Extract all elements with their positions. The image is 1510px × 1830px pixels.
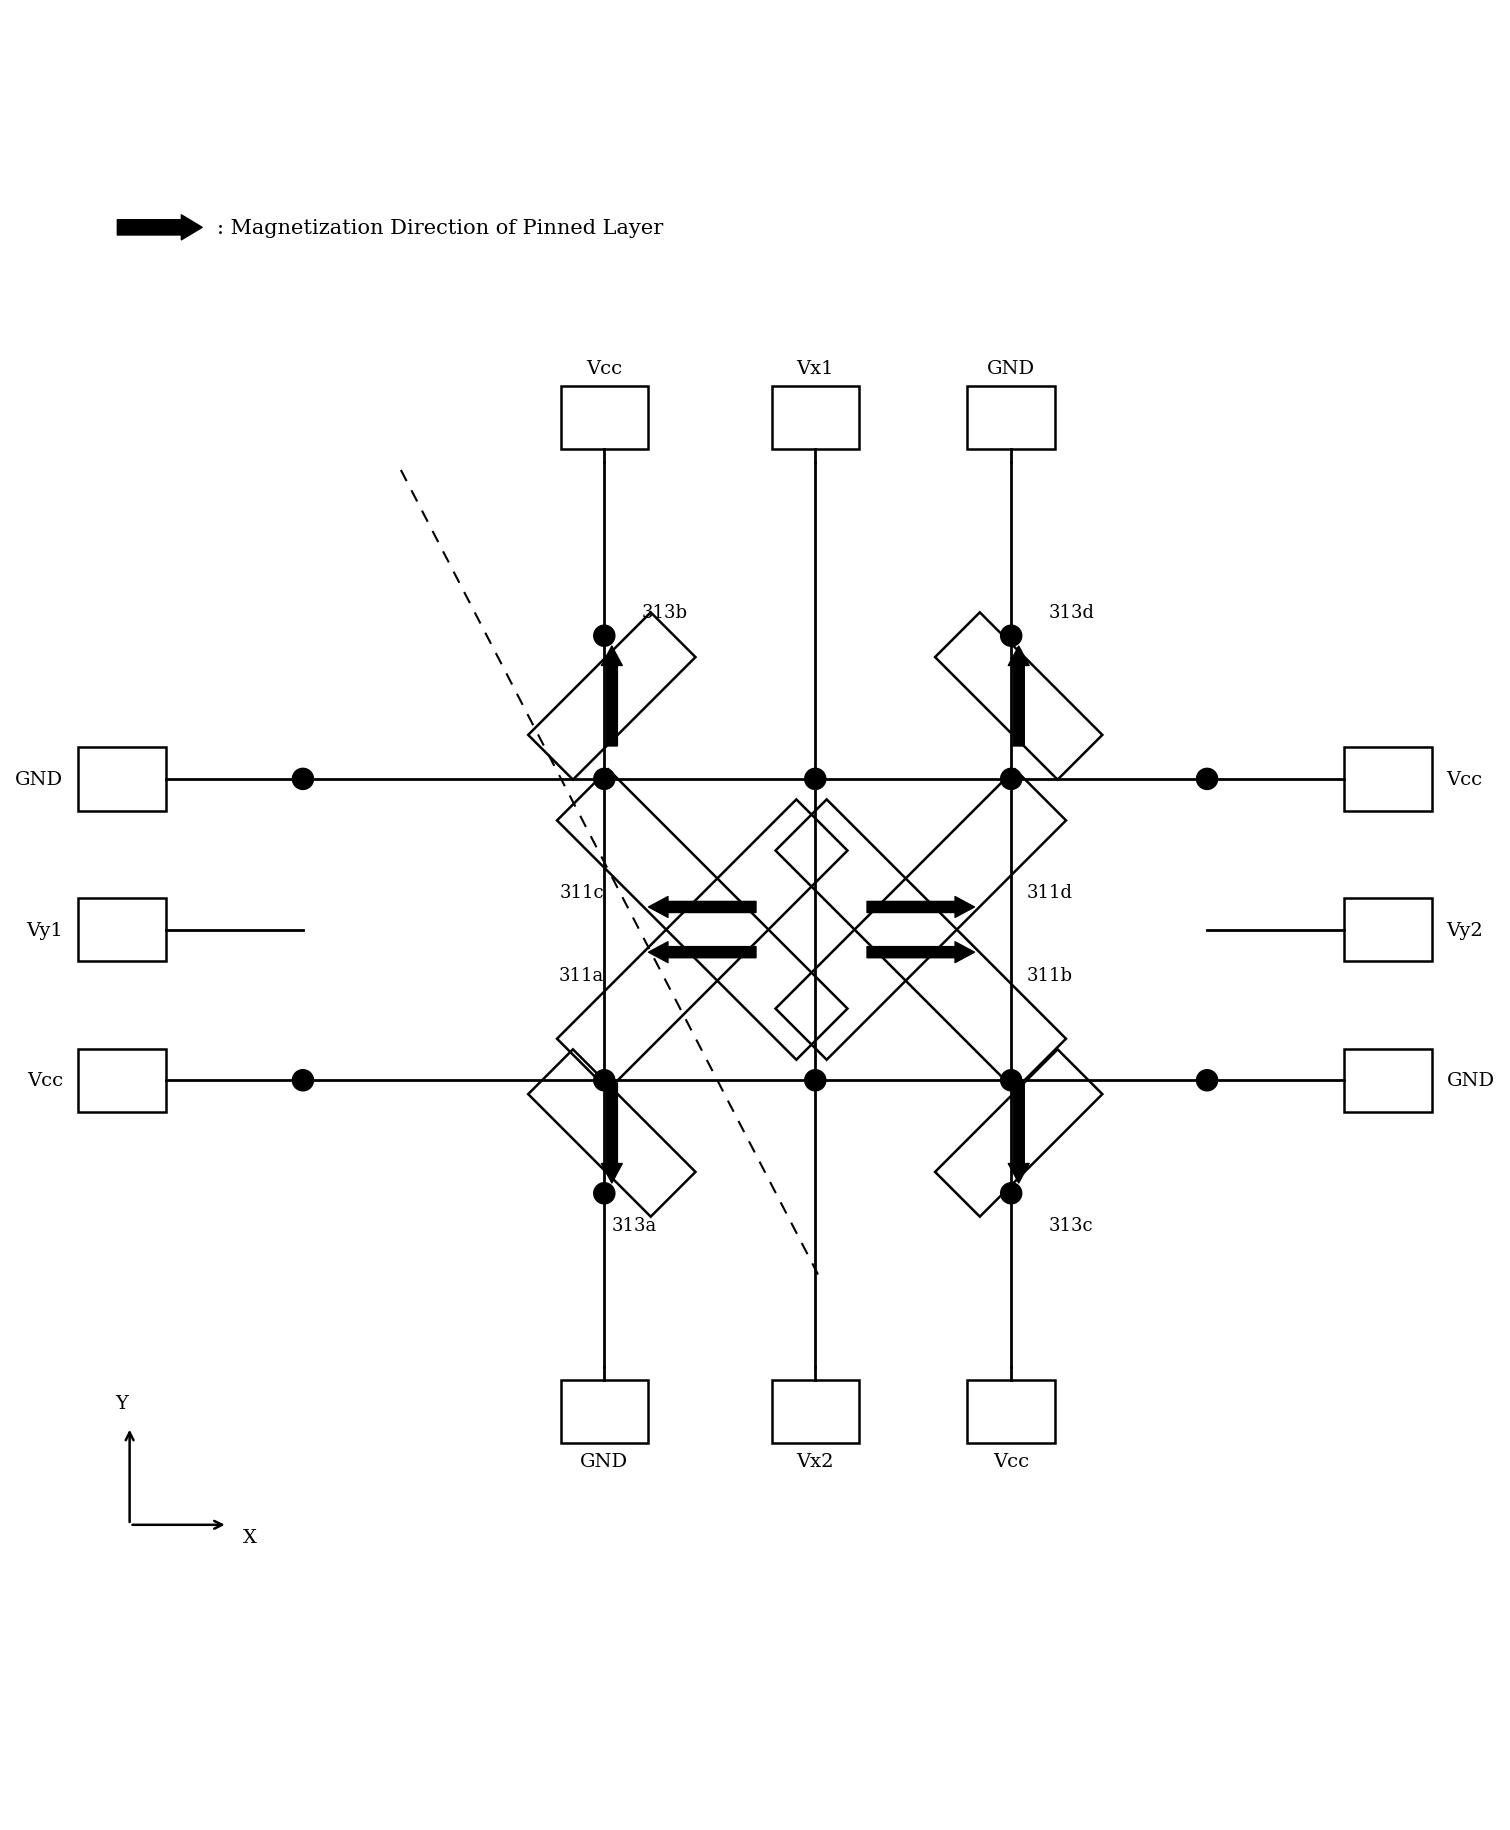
Bar <box>1344 1049 1431 1113</box>
Text: X: X <box>243 1528 257 1546</box>
Text: 311c: 311c <box>560 884 604 902</box>
Text: GND: GND <box>988 359 1036 377</box>
Circle shape <box>1001 1071 1022 1091</box>
Bar <box>79 1049 166 1113</box>
Circle shape <box>1001 1182 1022 1204</box>
Circle shape <box>593 769 615 791</box>
Text: 311b: 311b <box>1027 966 1072 985</box>
Text: 311d: 311d <box>1027 884 1072 902</box>
Text: Y: Y <box>116 1394 128 1413</box>
Bar <box>772 386 859 450</box>
Text: Vcc: Vcc <box>27 1072 63 1089</box>
Bar <box>1344 899 1431 963</box>
Bar <box>79 748 166 811</box>
Text: Vcc: Vcc <box>586 359 622 377</box>
Text: Vy2: Vy2 <box>1447 920 1483 939</box>
Bar <box>772 1380 859 1444</box>
Circle shape <box>1001 769 1022 791</box>
Text: Vcc: Vcc <box>994 1453 1030 1471</box>
Bar <box>560 1380 648 1444</box>
Text: 313b: 313b <box>642 604 689 622</box>
Text: Vy1: Vy1 <box>27 920 63 939</box>
Text: GND: GND <box>580 1453 628 1471</box>
Text: 313d: 313d <box>1049 604 1095 622</box>
Circle shape <box>593 1071 615 1091</box>
Circle shape <box>293 769 314 791</box>
Circle shape <box>1196 769 1217 791</box>
Text: : Magnetization Direction of Pinned Layer: : Magnetization Direction of Pinned Laye… <box>217 220 663 238</box>
Bar <box>968 1380 1055 1444</box>
Bar <box>560 386 648 450</box>
Circle shape <box>805 1071 826 1091</box>
Circle shape <box>293 1071 314 1091</box>
Text: 313a: 313a <box>612 1217 657 1233</box>
Text: Vcc: Vcc <box>1447 770 1483 789</box>
Circle shape <box>805 769 826 791</box>
Text: GND: GND <box>15 770 63 789</box>
Bar <box>1344 748 1431 811</box>
Circle shape <box>593 626 615 648</box>
Text: 311a: 311a <box>559 966 604 985</box>
Circle shape <box>1001 626 1022 648</box>
Text: 313c: 313c <box>1049 1217 1093 1233</box>
Bar <box>79 899 166 963</box>
Bar <box>968 386 1055 450</box>
Text: Vx2: Vx2 <box>797 1453 834 1471</box>
Circle shape <box>593 1182 615 1204</box>
Text: Vx1: Vx1 <box>797 359 834 377</box>
Text: GND: GND <box>1447 1072 1495 1089</box>
Circle shape <box>1196 1071 1217 1091</box>
